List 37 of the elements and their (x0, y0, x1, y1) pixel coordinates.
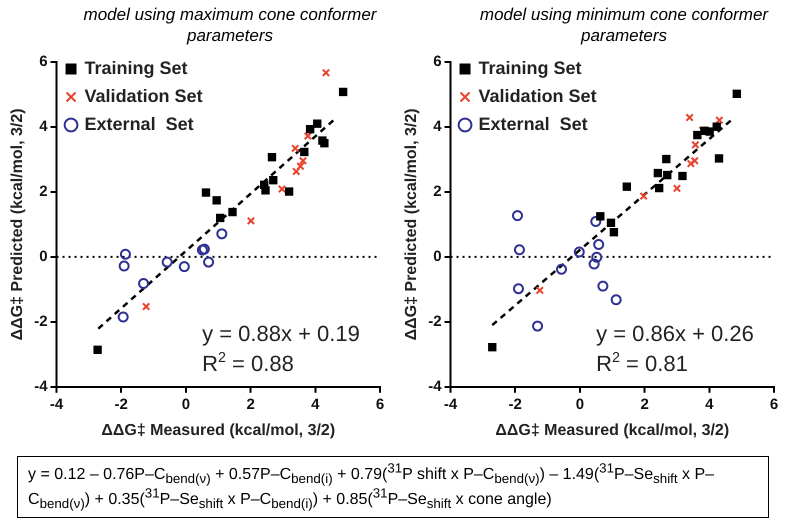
y-tick-label: -2 (428, 312, 442, 330)
x-tick-label: 0 (576, 396, 584, 413)
x-axis-title: ΔΔG‡ Measured (kcal/mol, 3/2) (495, 422, 730, 439)
x-axis-title: ΔΔG‡ Measured (kcal/mol, 3/2) (101, 422, 336, 439)
x-tick-label: 2 (640, 396, 649, 413)
y-tick-label: 6 (39, 53, 48, 70)
legend-label: Validation Set (478, 86, 597, 106)
y-tick-label: 4 (39, 118, 48, 136)
x-tick-label: 2 (246, 396, 255, 413)
x-tick-label: -2 (114, 396, 128, 413)
legend-label: Validation Set (84, 86, 203, 106)
legend-label: External Set (478, 114, 588, 134)
legend-label: Training Set (84, 58, 188, 78)
x-tick-label: 4 (311, 396, 320, 413)
text: y = 0.12 – 0.76P–C$_{bend(ν)}$ + 0.57P–C$_{bend(i)}$ + 0.79($^{31}$P shift x P–C$_{bend(ν)}$) – 1.49($^{31}$P–Se$_{shift}$ x P–C$_{bend(ν)}$) + 0.35($^{31}$P–Se$_{shift}$ x P–C$_{bend(i)}$) + 0.85($^{31}$P–Se$_{shift}$ x cone angle) (28, 460, 714, 512)
legend-label: Training Set (478, 58, 582, 78)
annotation: y = 0.88x + 0.19 (202, 320, 360, 346)
y-tick-label: 6 (433, 53, 442, 70)
chart-title: model using minimum cone conformer parameters (478, 4, 770, 46)
x-tick-label: 4 (705, 396, 714, 413)
x-tick-label: 6 (376, 396, 384, 413)
y-axis-title: ΔΔG‡ Predicted (kcal/mol, 3/2) (9, 108, 26, 340)
annotation: y = 0.86x + 0.26 (596, 320, 754, 346)
chart-title: model using maximum cone conformer parameters (82, 4, 378, 46)
legend-label: External Set (84, 114, 194, 134)
y-tick-label: 2 (433, 183, 442, 200)
y-tick-label: -4 (428, 378, 442, 395)
y-tick-label: 2 (39, 183, 48, 200)
y-tick-label: 0 (433, 248, 442, 266)
x-tick-label: -2 (508, 396, 522, 413)
y-tick-label: 0 (39, 248, 48, 266)
y-axis-title: ΔΔG‡ Predicted (kcal/mol, 3/2) (403, 108, 420, 340)
x-tick-label: 6 (770, 396, 778, 413)
y-tick-label: -4 (34, 378, 48, 395)
x-tick-label: 0 (182, 396, 190, 413)
y-tick-label: 4 (433, 118, 442, 136)
y-tick-label: -2 (34, 312, 48, 330)
